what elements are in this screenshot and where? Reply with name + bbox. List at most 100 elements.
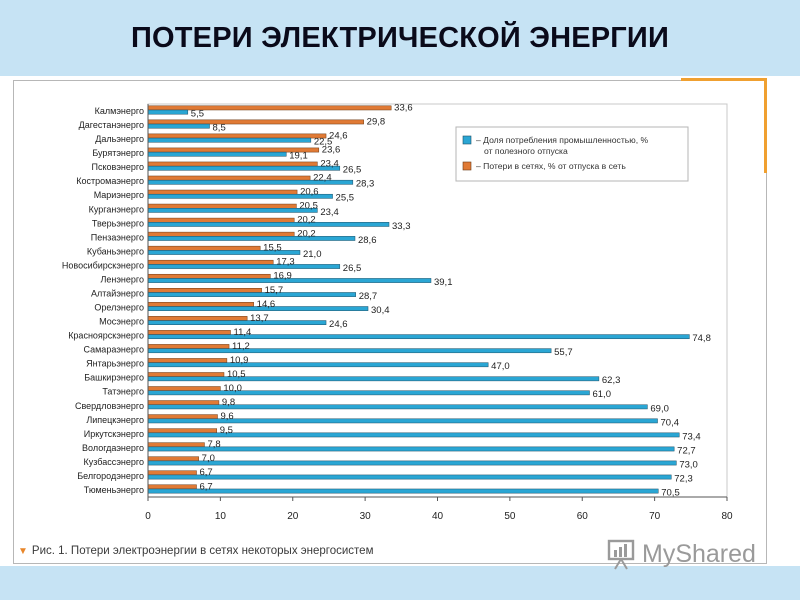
bar-industry-share [147, 292, 356, 297]
figure-caption: ▼ Рис. 1. Потери электроэнергии в сетях н… [18, 545, 373, 557]
data-label-losses: 23,6 [322, 144, 341, 155]
bar-losses [147, 400, 220, 405]
bar-industry-share [147, 488, 659, 494]
data-label-losses: 20,2 [297, 215, 316, 226]
data-label-losses: 9,8 [222, 397, 235, 408]
legend-label: – Потери в сетях, % от отпуска в сеть [476, 161, 626, 171]
data-label-losses: 16,9 [273, 271, 292, 282]
category-label: Орелэнерго [94, 303, 144, 313]
data-label-industry-share: 69,0 [650, 403, 669, 414]
data-label-industry-share: 19,1 [289, 151, 308, 162]
data-label-losses: 14,6 [257, 299, 276, 310]
legend-label: – Доля потребления промышленностью, % [476, 135, 648, 145]
category-label: Бурятэнерго [92, 148, 144, 158]
data-label-losses: 33,6 [394, 102, 413, 113]
bar-losses [147, 344, 230, 349]
data-label-industry-share: 28,6 [358, 235, 377, 246]
data-label-losses: 7,0 [202, 453, 215, 464]
category-label: Костромаэнерго [76, 176, 144, 186]
category-label: Башкирэнерго [84, 373, 144, 383]
category-label: Новосибирскэнерго [62, 260, 144, 270]
data-label-losses: 17,3 [276, 257, 295, 268]
data-label-industry-share: 28,3 [356, 179, 375, 190]
data-label-industry-share: 47,0 [491, 361, 510, 372]
accent-line-vertical [764, 78, 767, 173]
bar-industry-share [147, 236, 356, 241]
category-label: Вологдаэнерго [82, 443, 144, 453]
bar-industry-share [147, 264, 341, 269]
category-label: Свердловэнерго [75, 401, 144, 411]
slide-title: ПОТЕРИ ЭЛЕКТРИЧЕСКОЙ ЭНЕРГИИ [130, 22, 670, 54]
bar-losses [147, 470, 197, 476]
category-label: Красноярскэнерго [68, 331, 144, 341]
category-label: Алтайэнерго [91, 288, 144, 298]
x-tick-label: 10 [215, 511, 227, 522]
x-tick-label: 20 [287, 511, 299, 522]
bar-industry-share [147, 460, 677, 466]
data-label-losses: 11,2 [232, 341, 250, 352]
bar-losses [147, 428, 218, 434]
data-label-industry-share: 21,0 [303, 249, 322, 260]
presentation-board-icon [607, 539, 635, 570]
bar-industry-share [147, 208, 318, 213]
data-label-losses: 10,5 [227, 369, 246, 380]
category-label: Самараэнерго [84, 345, 144, 355]
category-label: Мариэнерго [94, 190, 144, 200]
bar-losses [147, 330, 231, 335]
data-label-industry-share: 72,7 [677, 445, 696, 456]
bar-losses [147, 133, 327, 139]
data-label-losses: 6,7 [199, 481, 212, 492]
data-label-industry-share: 70,4 [661, 417, 680, 428]
legend-swatch-industry-share [462, 135, 472, 145]
bar-losses [147, 259, 274, 265]
bar-industry-share [147, 165, 341, 171]
bar-losses [147, 217, 295, 223]
bar-industry-share [147, 348, 552, 354]
bar-losses [147, 245, 261, 251]
bar-losses [147, 119, 364, 125]
bar-losses [147, 302, 254, 307]
watermark: MyShared [606, 536, 756, 572]
category-label: Кубаньэнерго [87, 246, 144, 256]
category-label: Янтарьэнерго [86, 359, 144, 369]
legend-label: от полезного отпуска [484, 146, 568, 156]
data-label-industry-share: 5,5 [191, 109, 204, 120]
data-label-industry-share: 74,8 [692, 333, 711, 344]
bar-losses [147, 175, 311, 181]
data-label-industry-share: 62,3 [602, 375, 621, 386]
data-label-losses: 15,7 [265, 285, 284, 296]
bottom-band [0, 566, 800, 600]
data-label-industry-share: 30,4 [371, 305, 390, 316]
title-band [0, 0, 800, 76]
bar-industry-share [147, 320, 327, 325]
category-label: Калмэнерго [95, 106, 144, 116]
bar-losses [147, 442, 205, 448]
data-label-industry-share: 33,3 [392, 221, 411, 232]
bar-industry-share [147, 123, 210, 129]
caption-text: Рис. 1. Потери электроэнергии в сетях не… [31, 545, 374, 557]
data-label-industry-share: 73,4 [682, 431, 701, 442]
category-label: Дальэнерго [95, 134, 144, 144]
accent-line-horizontal [681, 78, 767, 81]
x-tick-label: 30 [360, 511, 372, 522]
watermark-text: MyShared [642, 539, 756, 568]
bar-losses [147, 414, 218, 420]
category-label: Тверьэнерго [92, 218, 144, 228]
legend-swatch-losses [462, 161, 472, 171]
category-label: Кузбассэнерго [84, 457, 145, 467]
bar-losses [147, 273, 271, 279]
data-label-industry-share: 70,5 [661, 487, 680, 498]
bar-losses [147, 105, 392, 111]
data-label-losses: 29,8 [367, 116, 386, 127]
bar-industry-share [147, 222, 390, 227]
category-label: Тюменьэнерго [84, 485, 144, 495]
category-label: Липецкэнерго [86, 415, 144, 425]
bar-losses [147, 358, 228, 363]
data-label-losses: 20,5 [299, 201, 318, 212]
bar-industry-share [147, 109, 189, 115]
data-label-losses: 22,4 [313, 172, 332, 183]
bar-losses [147, 189, 298, 195]
bar-industry-share [147, 474, 672, 480]
category-label: Ленэнерго [100, 274, 144, 284]
